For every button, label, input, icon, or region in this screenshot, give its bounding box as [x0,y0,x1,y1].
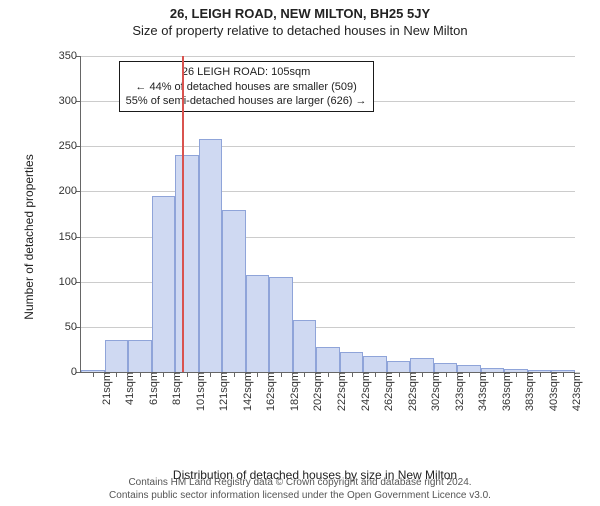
ytick-label: 250 [59,140,81,152]
ytick-label: 200 [59,185,81,197]
xtick-mark [140,372,141,377]
histogram-bar [340,352,364,372]
xtick-label: 202sqm [310,372,324,411]
xtick-mark [563,372,564,377]
xtick-mark [422,372,423,377]
xtick-mark [281,372,282,377]
ytick-label: 150 [59,231,81,243]
ytick-label: 350 [59,50,81,62]
xtick-label: 142sqm [240,372,254,411]
xtick-label: 21sqm [99,372,113,405]
plot-area: 05010015020025030035021sqm41sqm61sqm81sq… [80,56,575,373]
xtick-mark [210,372,211,377]
xtick-mark [352,372,353,377]
xtick-mark [93,372,94,377]
y-axis-label: Number of detached properties [22,154,36,319]
xtick-mark [516,372,517,377]
annotation-box: 26 LEIGH ROAD: 105sqm← 44% of detached h… [119,61,374,112]
xtick-mark [234,372,235,377]
xtick-mark [328,372,329,377]
xtick-label: 162sqm [263,372,277,411]
xtick-label: 363sqm [499,372,513,411]
xtick-mark [375,372,376,377]
xtick-mark [446,372,447,377]
xtick-label: 41sqm [122,372,136,405]
gridline [81,146,575,147]
xtick-mark [493,372,494,377]
histogram-bar [222,210,246,373]
ytick-label: 100 [59,276,81,288]
footer-line-1: Contains HM Land Registry data © Crown c… [0,477,600,490]
ytick-label: 50 [65,321,81,333]
xtick-label: 242sqm [358,372,372,411]
histogram-bar [128,340,152,372]
gridline [81,56,575,57]
xtick-label: 302sqm [428,372,442,411]
annotation-line: ← 44% of detached houses are smaller (50… [126,80,367,94]
property-marker-line [182,56,184,372]
annotation-line: 26 LEIGH ROAD: 105sqm [126,65,367,79]
histogram-bar [457,365,481,372]
xtick-label: 101sqm [193,372,207,411]
xtick-label: 423sqm [569,372,583,411]
xtick-label: 282sqm [405,372,419,411]
xtick-mark [469,372,470,377]
histogram-bar [269,277,293,372]
histogram-bar [199,139,223,372]
xtick-mark [540,372,541,377]
xtick-label: 121sqm [216,372,230,411]
gridline [81,191,575,192]
histogram-bar [387,361,411,372]
xtick-mark [116,372,117,377]
xtick-mark [187,372,188,377]
xtick-label: 81sqm [169,372,183,405]
histogram-bar [363,356,387,372]
xtick-label: 262sqm [381,372,395,411]
histogram-chart: Number of detached properties 0501001502… [50,52,580,422]
histogram-bar [410,358,434,372]
ytick-label: 300 [59,95,81,107]
histogram-bar [175,155,199,372]
xtick-mark [163,372,164,377]
xtick-mark [257,372,258,377]
histogram-bar [293,320,317,372]
xtick-mark [399,372,400,377]
xtick-label: 403sqm [546,372,560,411]
xtick-label: 323sqm [452,372,466,411]
histogram-bar [246,275,270,373]
xtick-label: 343sqm [475,372,489,411]
footer-attribution: Contains HM Land Registry data © Crown c… [0,477,600,502]
xtick-mark [304,372,305,377]
annotation-line: 55% of semi-detached houses are larger (… [126,94,367,108]
xtick-label: 383sqm [522,372,536,411]
histogram-bar [434,363,458,372]
xtick-label: 61sqm [146,372,160,405]
footer-line-2: Contains public sector information licen… [0,490,600,503]
ytick-label: 0 [71,366,81,378]
xtick-label: 222sqm [334,372,348,411]
xtick-label: 182sqm [287,372,301,411]
page-subtitle: Size of property relative to detached ho… [0,23,600,38]
histogram-bar [316,347,340,372]
page-title: 26, LEIGH ROAD, NEW MILTON, BH25 5JY [0,6,600,21]
histogram-bar [105,340,129,372]
histogram-bar [152,196,176,372]
